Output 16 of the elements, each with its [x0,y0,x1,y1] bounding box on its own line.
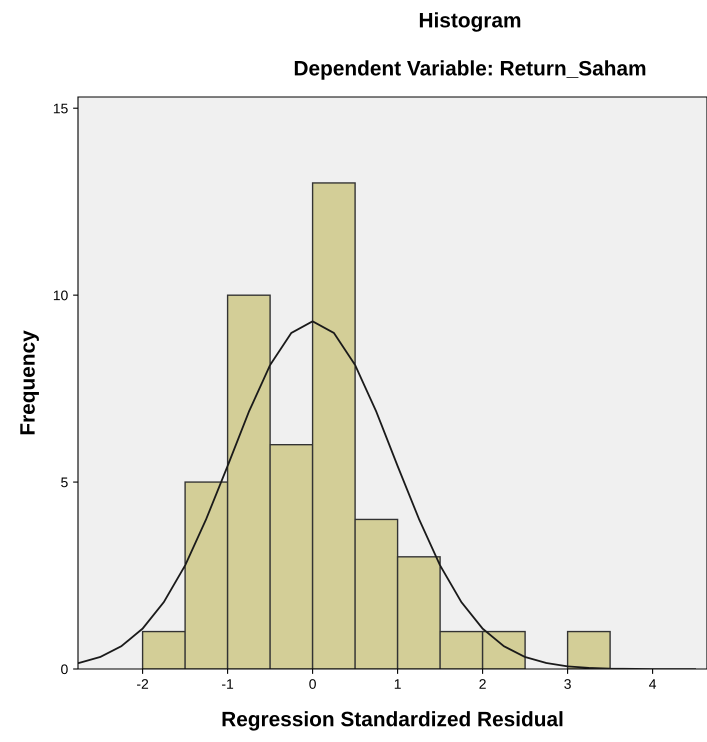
chart-subtitle: Dependent Variable: Return_Saham [294,60,646,80]
x-tick-label: -2 [137,679,148,689]
x-tick-label: -1 [222,679,234,689]
x-tick-label: 4 [649,679,656,689]
y-axis-title: Frequency [20,330,39,434]
line-series [78,320,696,669]
x-tick-label: 3 [564,679,571,689]
chart-title: Histogram [420,12,520,32]
y-tick-label: 0 [61,664,68,674]
x-axis-title: Regression Standardized Residual [222,711,562,731]
x-tick-label: 2 [479,679,486,689]
y-tick-label: 15 [54,104,68,114]
y-tick-label: 5 [61,478,68,488]
x-tick-label: 0 [309,679,316,689]
x-tick-label: 1 [394,679,401,689]
y-tick-label: 10 [54,290,68,300]
